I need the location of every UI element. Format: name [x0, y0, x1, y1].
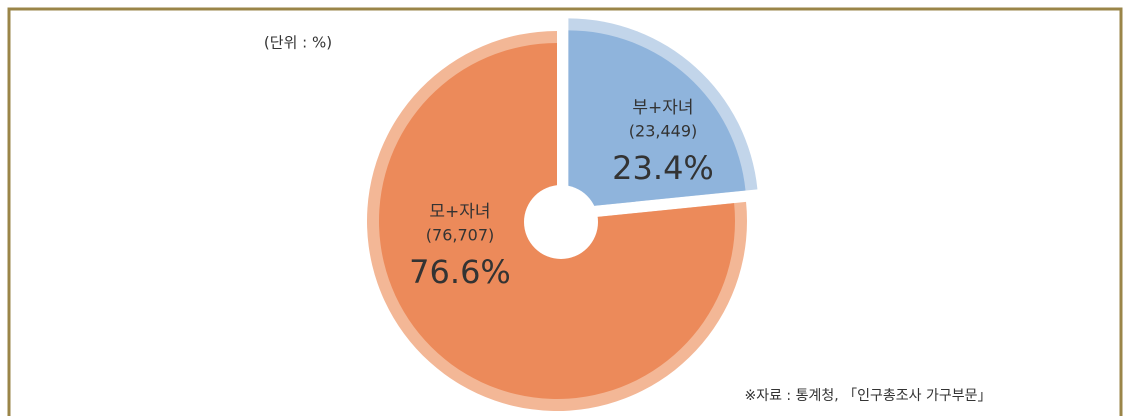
- unit-label: (단위 : %): [264, 34, 332, 52]
- source-note: ※자료 : 통계청, 「인구총조사 가구부문」: [744, 388, 991, 404]
- slice-count: (23,449): [629, 122, 697, 141]
- frame: [7, 7, 1123, 416]
- slice-value: 76.6%: [409, 253, 511, 291]
- slice: [568, 30, 746, 209]
- slice-name: 모+자녀: [429, 202, 490, 222]
- slice-count: (76,707): [426, 226, 494, 245]
- slice-name: 부+자녀: [632, 98, 693, 118]
- slice-value: 23.4%: [612, 149, 714, 187]
- donut-hole: [524, 185, 598, 259]
